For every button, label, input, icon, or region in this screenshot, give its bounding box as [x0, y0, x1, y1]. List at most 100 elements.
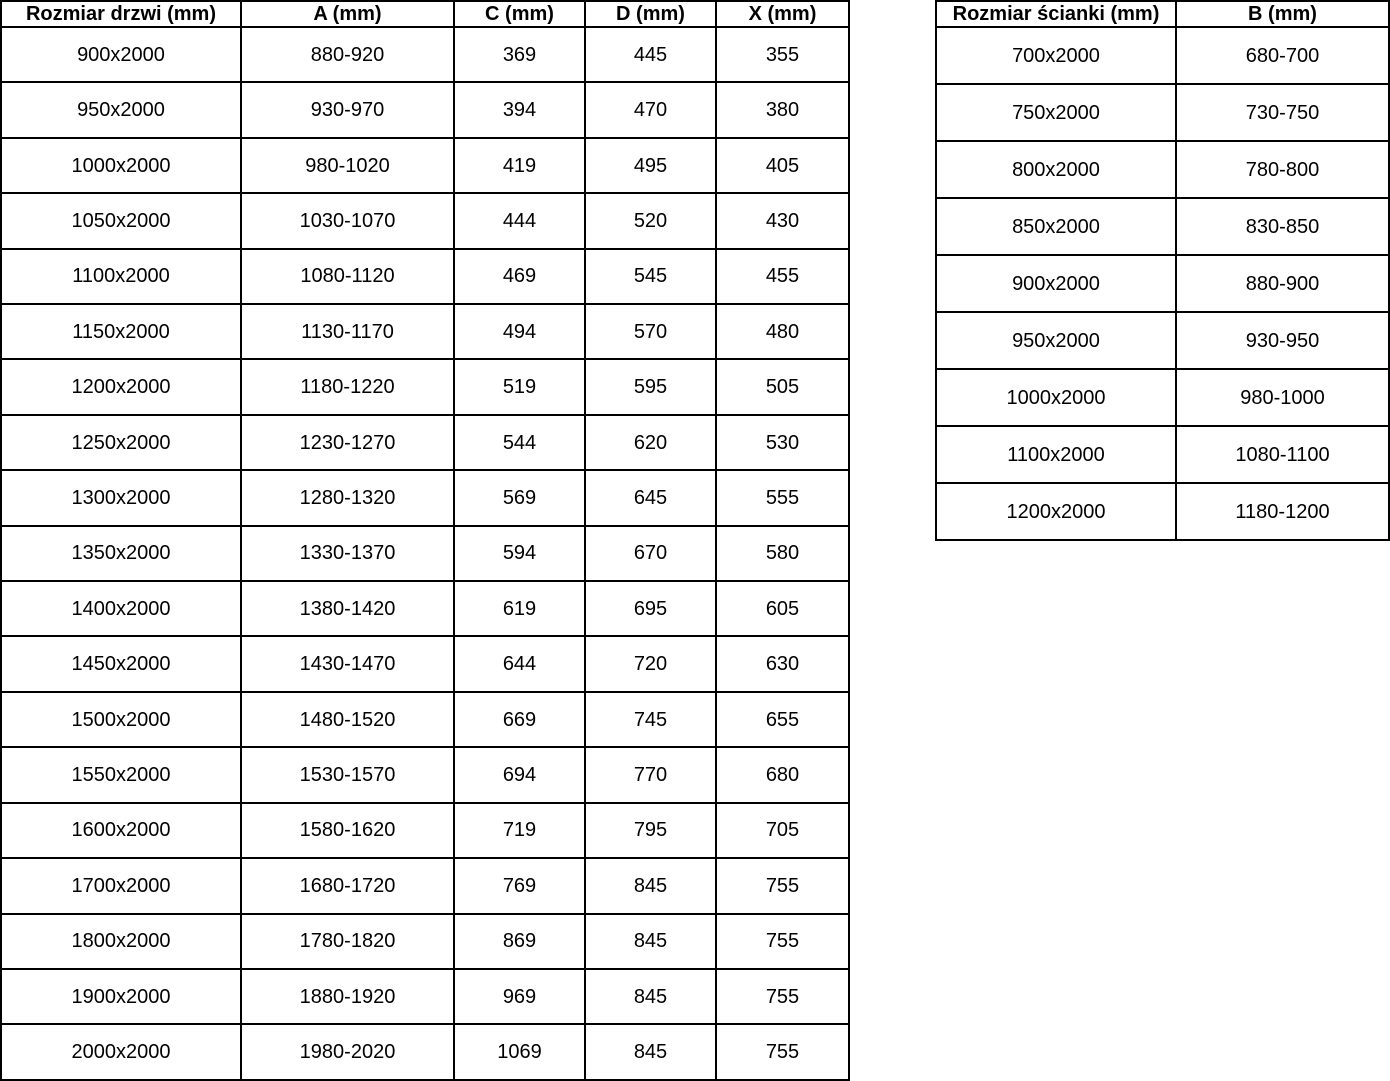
table-cell: 680-700	[1175, 26, 1390, 85]
table-row: 1000x2000 980-1020 419 495 405	[0, 136, 850, 195]
column-header: Rozmiar ścianki (mm)	[935, 0, 1177, 28]
table-row: 950x2000 930-970 394 470 380	[0, 81, 850, 139]
door-sizes-table: Rozmiar drzwi (mm) A (mm) C (mm) D (mm) X (m…	[0, 0, 850, 1081]
table-cell: 645	[584, 469, 717, 527]
table-cell: 619	[453, 580, 586, 638]
table-cell: 780-800	[1175, 140, 1390, 199]
table-cell: 1200x2000	[0, 358, 242, 416]
table-row: 1700x2000 1680-1720 769 845 755	[0, 857, 850, 915]
table-row: 1100x2000 1080-1100	[935, 425, 1390, 484]
table-cell: 1180-1200	[1175, 482, 1390, 541]
table-cell: 419	[453, 136, 586, 195]
table-cell: 505	[715, 358, 850, 416]
table-cell: 594	[453, 524, 586, 583]
table-cell: 1080-1100	[1175, 425, 1390, 484]
table-cell: 1780-1820	[240, 912, 455, 970]
door-table-header-row: Rozmiar drzwi (mm) A (mm) C (mm) D (mm) X (m…	[0, 0, 850, 28]
table-row: 1200x2000 1180-1200	[935, 482, 1390, 541]
table-cell: 1480-1520	[240, 690, 455, 749]
table-cell: 695	[584, 580, 717, 638]
table-row: 750x2000 730-750	[935, 83, 1390, 142]
table-cell: 1069	[453, 1023, 586, 1081]
table-cell: 1580-1620	[240, 801, 455, 860]
table-cell: 1050x2000	[0, 192, 242, 250]
table-cell: 530	[715, 413, 850, 472]
table-cell: 1700x2000	[0, 857, 242, 915]
table-cell: 495	[584, 136, 717, 195]
table-row: 1350x2000 1330-1370 594 670 580	[0, 524, 850, 583]
table-cell: 1900x2000	[0, 967, 242, 1026]
table-cell: 755	[715, 1023, 850, 1081]
table-cell: 1450x2000	[0, 635, 242, 693]
table-cell: 1800x2000	[0, 912, 242, 970]
table-cell: 394	[453, 81, 586, 139]
table-cell: 444	[453, 192, 586, 250]
table-cell: 555	[715, 469, 850, 527]
table-row: 900x2000 880-920 369 445 355	[0, 25, 850, 84]
column-header: D (mm)	[584, 0, 717, 28]
table-cell: 1000x2000	[935, 368, 1177, 427]
table-cell: 845	[584, 912, 717, 970]
table-cell: 369	[453, 25, 586, 84]
table-cell: 644	[453, 635, 586, 693]
table-row: 1500x2000 1480-1520 669 745 655	[0, 690, 850, 749]
table-cell: 1230-1270	[240, 413, 455, 472]
column-header: Rozmiar drzwi (mm)	[0, 0, 242, 28]
table-cell: 830-850	[1175, 197, 1390, 256]
table-row: 1800x2000 1780-1820 869 845 755	[0, 912, 850, 970]
table-cell: 1550x2000	[0, 746, 242, 804]
table-cell: 755	[715, 857, 850, 915]
table-cell: 580	[715, 524, 850, 583]
table-cell: 1380-1420	[240, 580, 455, 638]
column-header: X (mm)	[715, 0, 850, 28]
table-cell: 1180-1220	[240, 358, 455, 416]
table-cell: 770	[584, 746, 717, 804]
table-cell: 845	[584, 857, 717, 915]
table-cell: 630	[715, 635, 850, 693]
table-cell: 1680-1720	[240, 857, 455, 915]
table-cell: 720	[584, 635, 717, 693]
table-row: 950x2000 930-950	[935, 311, 1390, 370]
wall-table-header-row: Rozmiar ścianki (mm) B (mm)	[935, 0, 1390, 28]
table-cell: 930-970	[240, 81, 455, 139]
table-row: 1150x2000 1130-1170 494 570 480	[0, 303, 850, 361]
table-cell: 730-750	[1175, 83, 1390, 142]
table-cell: 719	[453, 801, 586, 860]
table-row: 900x2000 880-900	[935, 254, 1390, 313]
table-cell: 880-900	[1175, 254, 1390, 313]
table-cell: 355	[715, 25, 850, 84]
table-cell: 1000x2000	[0, 136, 242, 195]
table-cell: 655	[715, 690, 850, 749]
table-cell: 569	[453, 469, 586, 527]
table-cell: 694	[453, 746, 586, 804]
table-cell: 750x2000	[935, 83, 1177, 142]
table-cell: 1500x2000	[0, 690, 242, 749]
table-cell: 900x2000	[935, 254, 1177, 313]
table-cell: 1600x2000	[0, 801, 242, 860]
table-cell: 1530-1570	[240, 746, 455, 804]
table-cell: 480	[715, 303, 850, 361]
table-row: 1100x2000 1080-1120 469 545 455	[0, 247, 850, 306]
table-cell: 705	[715, 801, 850, 860]
table-cell: 950x2000	[935, 311, 1177, 370]
table-row: 1600x2000 1580-1620 719 795 705	[0, 801, 850, 860]
column-header: C (mm)	[453, 0, 586, 28]
table-cell: 520	[584, 192, 717, 250]
table-cell: 900x2000	[0, 25, 242, 84]
table-cell: 595	[584, 358, 717, 416]
table-cell: 850x2000	[935, 197, 1177, 256]
table-cell: 1430-1470	[240, 635, 455, 693]
column-header: A (mm)	[240, 0, 455, 28]
table-cell: 544	[453, 413, 586, 472]
table-cell: 869	[453, 912, 586, 970]
table-cell: 845	[584, 1023, 717, 1081]
table-cell: 950x2000	[0, 81, 242, 139]
table-cell: 1200x2000	[935, 482, 1177, 541]
table-cell: 470	[584, 81, 717, 139]
table-cell: 455	[715, 247, 850, 306]
table-cell: 1300x2000	[0, 469, 242, 527]
table-cell: 605	[715, 580, 850, 638]
table-cell: 769	[453, 857, 586, 915]
table-cell: 430	[715, 192, 850, 250]
